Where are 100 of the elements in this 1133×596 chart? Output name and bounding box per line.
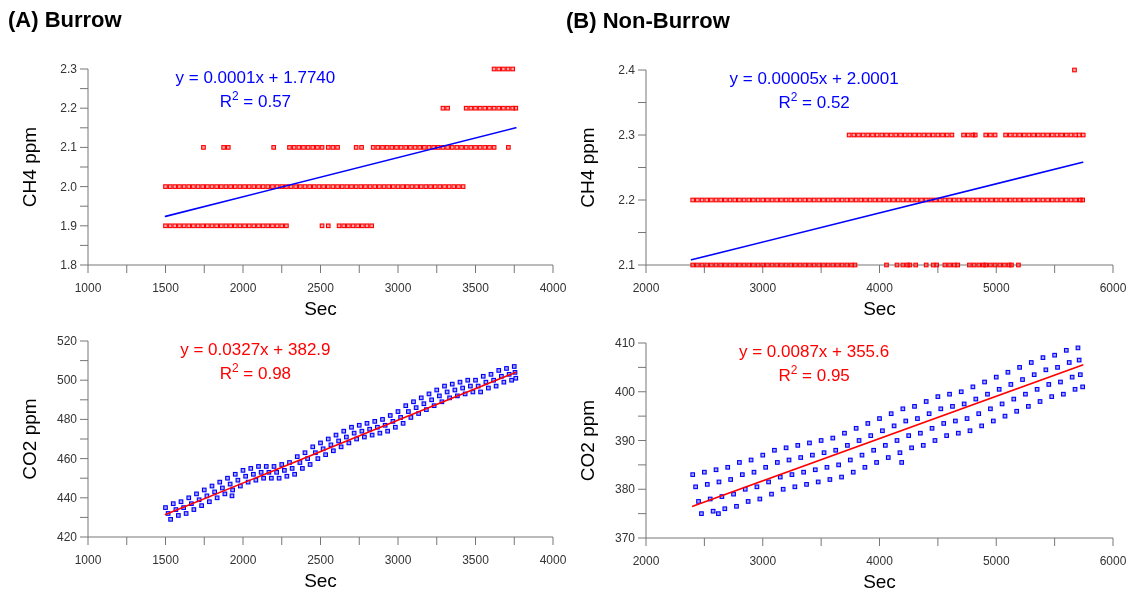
point	[177, 223, 182, 229]
x-tick-label: 5000	[982, 554, 1010, 568]
point	[271, 145, 277, 150]
annotation: y = 0.0001x + 1.7740	[175, 68, 336, 87]
point	[218, 223, 224, 229]
x-tick-label: 5000	[982, 281, 1010, 295]
chart-title: (B) Non-Burrow	[566, 8, 731, 33]
x-tick-label: 2000	[229, 281, 257, 295]
point	[341, 223, 347, 229]
point	[468, 105, 474, 111]
y-tick-label: 2.1	[60, 140, 78, 155]
y-tick-label: 440	[56, 490, 78, 505]
x-tick-label: 1500	[152, 553, 180, 567]
x-tick-label: 1000	[74, 553, 102, 567]
point	[422, 145, 427, 150]
point	[301, 145, 306, 150]
annotation: y = 0.00005x + 2.0001	[729, 69, 899, 88]
annotation: y = 0.0087x + 355.6	[738, 342, 890, 361]
point	[375, 145, 381, 150]
annotation: R$^{2}$ = 0.52	[778, 90, 850, 112]
x-tick-label: 6000	[1099, 281, 1127, 295]
y-tick-label: 2.1	[618, 258, 636, 272]
point	[296, 145, 302, 150]
x-tick-label: 2500	[307, 281, 335, 295]
point	[315, 145, 320, 150]
x-tick-label: 2500	[307, 553, 335, 567]
point	[487, 105, 492, 111]
x-tick-label: 4000	[539, 281, 567, 295]
x-tick-label: 3500	[462, 553, 490, 567]
point	[440, 105, 446, 111]
point	[310, 145, 316, 150]
point	[181, 223, 187, 229]
y-tick-label: 380	[614, 482, 636, 497]
point	[167, 223, 173, 229]
point	[232, 223, 238, 229]
point	[360, 223, 365, 229]
point	[353, 145, 359, 150]
point	[251, 223, 257, 229]
x-tick-label: 3500	[462, 281, 490, 295]
x-tick-label: 2000	[632, 281, 660, 295]
point	[491, 105, 497, 111]
point	[237, 223, 243, 229]
annotation: R$^{2}$ = 0.57	[219, 89, 292, 111]
y-tick-label: 520	[56, 334, 78, 348]
x-tick-label: 1000	[74, 281, 102, 295]
point	[287, 145, 292, 150]
point	[256, 223, 261, 229]
x-tick-label: 2000	[229, 553, 257, 567]
x-tick-label: 3000	[384, 281, 412, 295]
point	[473, 105, 478, 111]
y-axis-title: CH4 ppm	[19, 126, 40, 208]
x-tick-label: 2000	[632, 554, 660, 568]
point	[346, 223, 351, 229]
point	[355, 223, 361, 229]
point	[496, 105, 502, 111]
point	[163, 223, 168, 229]
point	[370, 145, 376, 150]
point	[389, 145, 395, 150]
point	[445, 105, 450, 111]
point	[482, 105, 488, 111]
y-tick-label: 480	[56, 412, 78, 427]
point	[186, 223, 192, 229]
point	[394, 145, 399, 150]
y-axis-title: CO2 ppm	[577, 399, 598, 482]
point	[172, 223, 178, 229]
point	[505, 105, 511, 111]
point	[319, 223, 325, 229]
point	[291, 145, 297, 150]
point	[270, 223, 275, 229]
y-tick-label: 400	[614, 384, 636, 399]
point	[319, 145, 325, 150]
point	[242, 223, 247, 229]
y-tick-label: 2.0	[60, 179, 78, 194]
x-axis-title: Sec	[863, 571, 896, 592]
y-axis-title: CO2 ppm	[19, 398, 40, 480]
y-tick-label: 2.3	[618, 128, 636, 142]
point	[501, 105, 506, 111]
annotation: R$^{2}$ = 0.98	[219, 361, 292, 383]
point	[228, 223, 233, 229]
point	[449, 145, 455, 150]
x-tick-label: 1500	[152, 281, 180, 295]
x-tick-label: 3000	[749, 281, 777, 295]
x-axis-title: Sec	[863, 298, 896, 319]
point	[408, 145, 413, 150]
point	[506, 145, 511, 150]
y-tick-label: 2.3	[60, 62, 78, 76]
point	[325, 145, 331, 150]
point	[205, 223, 210, 229]
point	[398, 145, 404, 150]
point	[468, 145, 474, 150]
annotation: R$^{2}$ = 0.95	[778, 363, 850, 385]
point	[454, 145, 460, 150]
point	[336, 223, 342, 229]
y-tick-label: 460	[56, 451, 78, 466]
y-tick-label: 2.4	[618, 63, 636, 77]
point	[417, 145, 423, 150]
point	[260, 223, 266, 229]
point	[473, 145, 478, 150]
point	[369, 223, 374, 229]
point	[330, 145, 336, 150]
